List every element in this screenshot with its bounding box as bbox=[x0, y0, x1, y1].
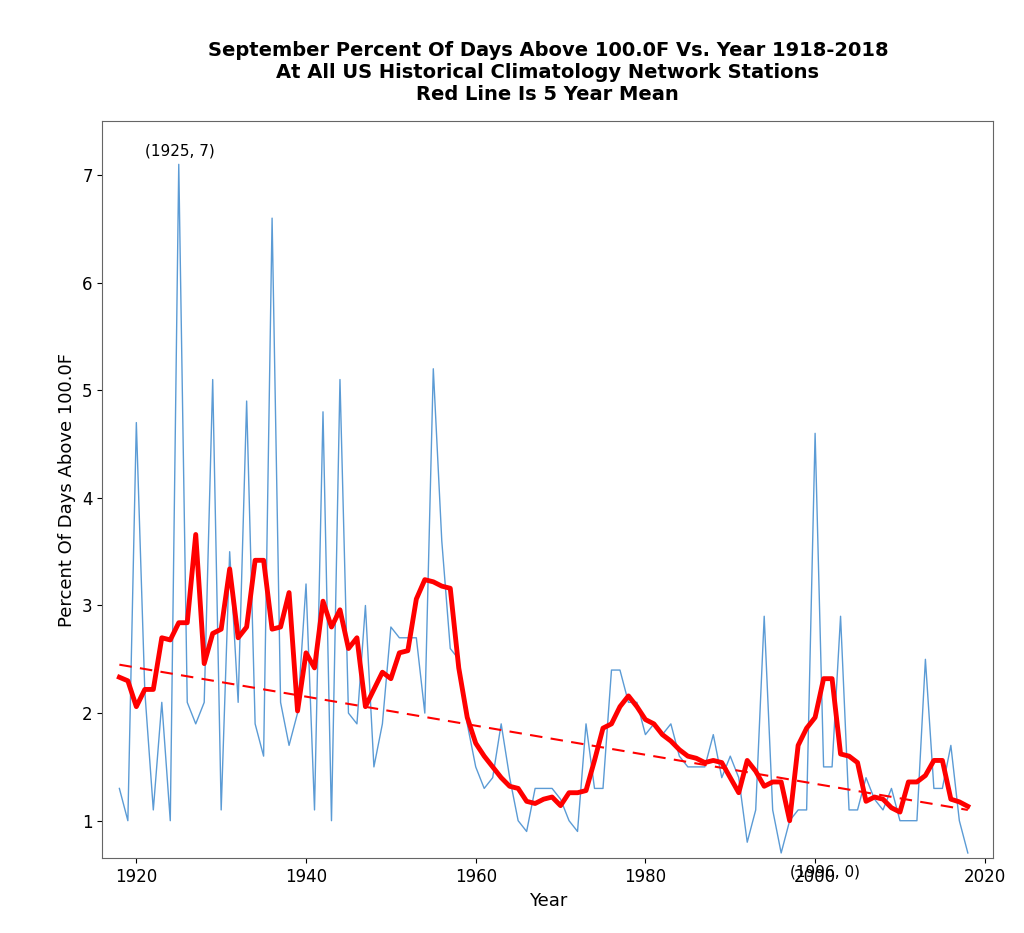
Text: (1996, 0): (1996, 0) bbox=[790, 865, 860, 880]
Y-axis label: Percent Of Days Above 100.0F: Percent Of Days Above 100.0F bbox=[58, 353, 77, 627]
Text: (1925, 7): (1925, 7) bbox=[144, 144, 215, 159]
Title: September Percent Of Days Above 100.0F Vs. Year 1918-2018
At All US Historical C: September Percent Of Days Above 100.0F V… bbox=[208, 41, 888, 104]
X-axis label: Year: Year bbox=[528, 892, 567, 910]
